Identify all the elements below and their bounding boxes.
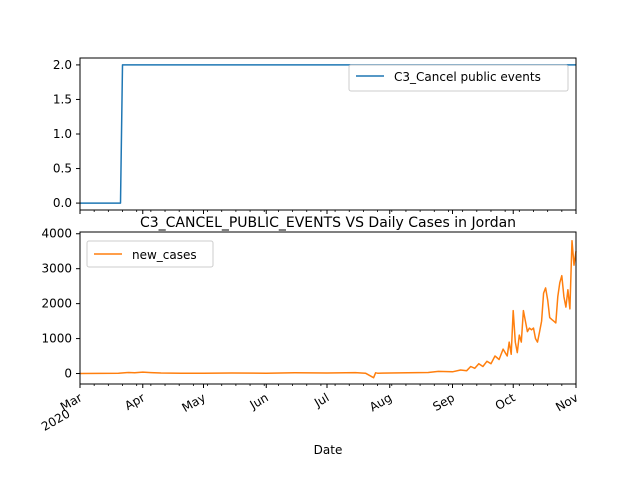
- y-tick-label: 3000: [41, 262, 72, 276]
- chart-title: C3_CANCEL_PUBLIC_EVENTS VS Daily Cases i…: [140, 215, 516, 231]
- y-tick-label: 0.0: [53, 196, 72, 210]
- series-line: [79, 239, 577, 379]
- x-tick-label: May: [180, 390, 208, 415]
- bottom-legend-label: new_cases: [132, 248, 197, 262]
- x-tick-label: Jun: [247, 390, 271, 412]
- x-tick-label: Sep: [430, 390, 457, 413]
- bottom-axes: C3_CANCEL_PUBLIC_EVENTS VS Daily Cases i…: [39, 215, 580, 457]
- x-tick-label: Nov: [553, 390, 580, 414]
- top-series-group: [80, 64, 576, 204]
- bottom-axes-frame: [79, 231, 577, 385]
- top-y-axis: 0.0 0.5 1.0 1.5 2.0: [53, 58, 80, 210]
- y-tick-label: 0: [64, 367, 72, 381]
- x-tick-label: Jul: [311, 390, 331, 410]
- x-axis-label: Date: [314, 443, 343, 457]
- y-tick-label: 1.0: [53, 127, 72, 141]
- bottom-legend-box: [86, 240, 214, 268]
- y-tick-label: 1000: [41, 332, 72, 346]
- y-tick-label: 0.5: [53, 162, 72, 176]
- top-axes-frame: [79, 57, 577, 211]
- bottom-y-axis: 0 1000 2000 3000 4000: [41, 227, 80, 381]
- x-tick-label: 2020: [39, 406, 72, 433]
- y-tick-label: 4000: [41, 227, 72, 241]
- y-tick-label: 2.0: [53, 58, 72, 72]
- x-tick-label: Aug: [367, 390, 394, 414]
- y-tick-label: 2000: [41, 297, 72, 311]
- bottom-series-group: [79, 239, 577, 379]
- x-tick-label: Apr: [122, 390, 147, 413]
- x-tick-label: Oct: [493, 390, 518, 413]
- y-tick-label: 1.5: [53, 92, 72, 106]
- top-legend: C3_Cancel public events: [348, 64, 569, 92]
- top-x-axis: [79, 210, 577, 214]
- top-legend-label: C3_Cancel public events: [394, 70, 541, 84]
- bottom-legend: new_cases: [86, 240, 214, 268]
- top-legend-box: [348, 64, 569, 92]
- top-axes: 0.0 0.5 1.0 1.5 2.0 C3_Cancel public events: [53, 57, 577, 214]
- series-line: [80, 64, 576, 204]
